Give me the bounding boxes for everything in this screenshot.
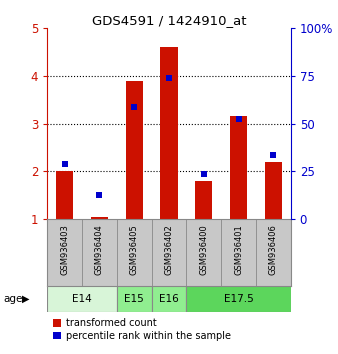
Text: GSM936405: GSM936405 xyxy=(130,224,139,275)
Text: E17.5: E17.5 xyxy=(224,294,254,304)
Legend: transformed count, percentile rank within the sample: transformed count, percentile rank withi… xyxy=(52,317,232,342)
Bar xyxy=(265,162,282,219)
Bar xyxy=(117,286,152,312)
Bar xyxy=(186,286,291,312)
Bar xyxy=(91,217,108,219)
Bar xyxy=(230,116,247,219)
Text: E16: E16 xyxy=(159,294,179,304)
Text: age: age xyxy=(3,294,23,304)
Bar xyxy=(125,81,143,219)
Bar xyxy=(56,171,73,219)
Text: GSM936404: GSM936404 xyxy=(95,224,104,275)
Bar xyxy=(195,181,213,219)
Text: GSM936401: GSM936401 xyxy=(234,224,243,275)
Text: E15: E15 xyxy=(124,294,144,304)
Text: GSM936403: GSM936403 xyxy=(60,224,69,275)
Bar xyxy=(47,286,117,312)
Text: GSM936400: GSM936400 xyxy=(199,224,208,275)
Text: ▶: ▶ xyxy=(22,294,29,304)
Title: GDS4591 / 1424910_at: GDS4591 / 1424910_at xyxy=(92,14,246,27)
Bar xyxy=(160,47,178,219)
Text: GSM936402: GSM936402 xyxy=(165,224,173,275)
Text: E14: E14 xyxy=(72,294,92,304)
Bar xyxy=(152,286,186,312)
Text: GSM936406: GSM936406 xyxy=(269,224,278,275)
